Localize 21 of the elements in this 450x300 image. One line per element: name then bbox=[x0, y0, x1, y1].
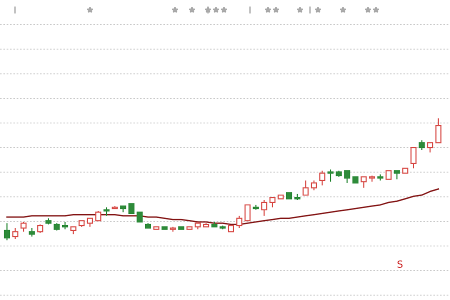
candlestick bbox=[236, 215, 242, 229]
candlestick bbox=[95, 210, 102, 222]
candlestick bbox=[360, 176, 367, 188]
text: S bbox=[398, 260, 403, 268]
candlestick bbox=[435, 118, 442, 144]
candlestick bbox=[327, 168, 334, 182]
candlestick bbox=[261, 199, 268, 216]
candlestick bbox=[319, 170, 326, 186]
candlestick bbox=[4, 222, 10, 241]
candlestick bbox=[244, 204, 251, 222]
candlestick bbox=[344, 170, 350, 184]
candlestick bbox=[410, 147, 417, 169]
candlestick bbox=[128, 203, 134, 214]
candlestick bbox=[418, 140, 425, 151]
candlestick bbox=[12, 227, 18, 240]
candlestick bbox=[310, 180, 317, 191]
candlestick bbox=[269, 197, 276, 208]
candlestick bbox=[136, 212, 143, 223]
candlestick bbox=[20, 221, 27, 232]
candlestick bbox=[302, 180, 309, 196]
candlestick bbox=[427, 142, 434, 153]
